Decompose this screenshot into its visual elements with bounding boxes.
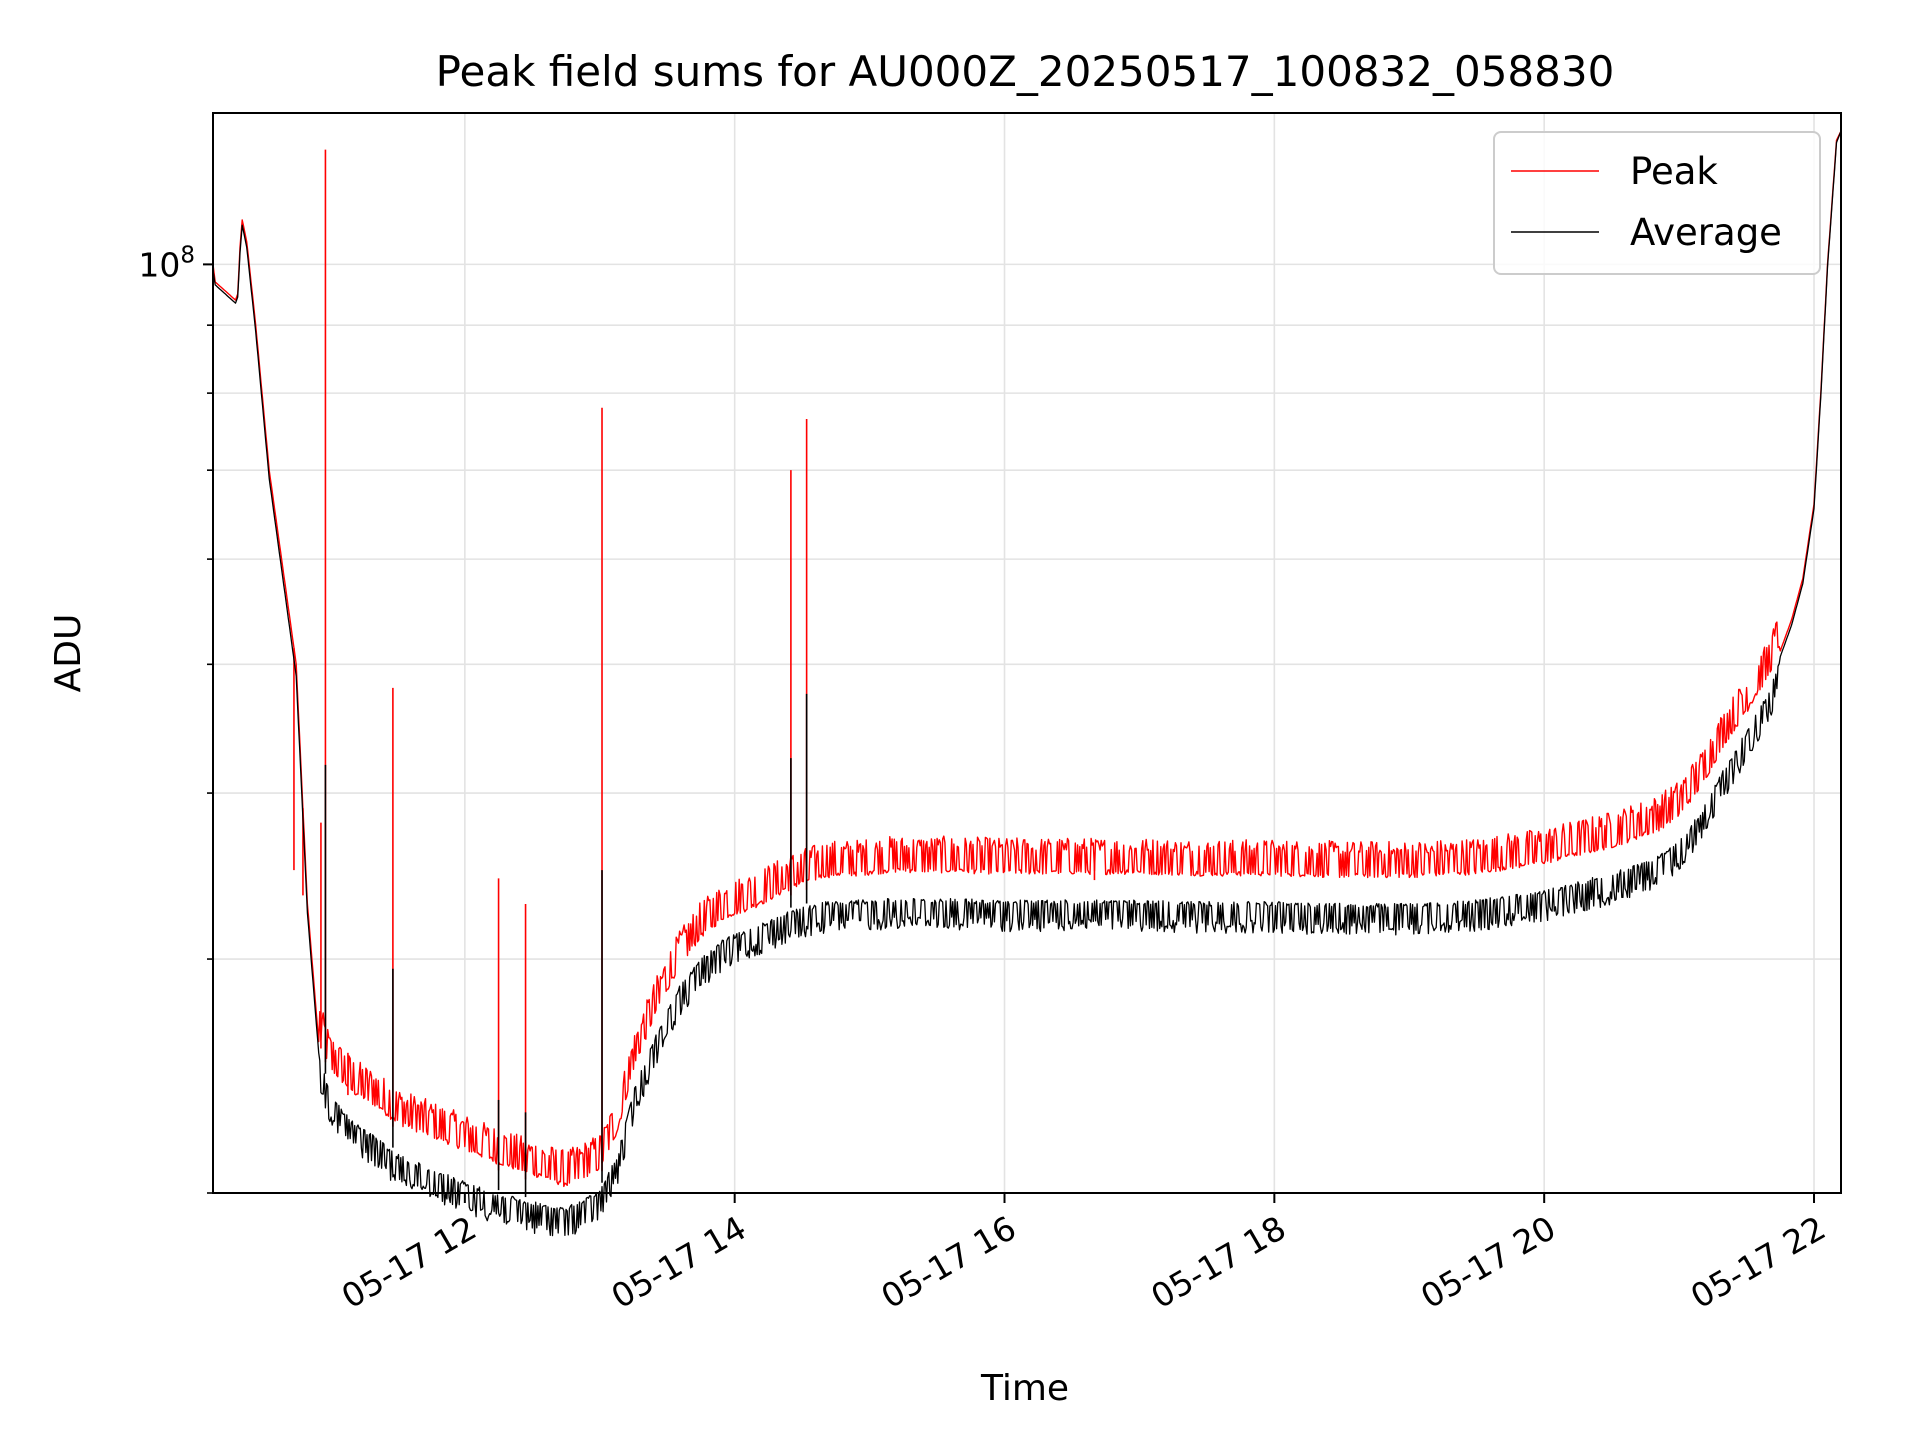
series-line-peak [212, 130, 1842, 1188]
series-layer [212, 130, 1842, 1237]
x-axis-label: Time [980, 1368, 1069, 1409]
series-line-average [212, 130, 1842, 1237]
legend-label-average: Average [1630, 211, 1782, 254]
legend-frame [1493, 131, 1821, 275]
legend-label-peak: Peak [1630, 150, 1718, 193]
chart-title: Peak field sums for AU000Z_20250517_1008… [436, 47, 1615, 96]
plot-area-frame [212, 112, 1842, 1194]
y-tick-label: 108 [138, 242, 195, 284]
y-axis: 108 [138, 242, 213, 1194]
y-axis-label: ADU [48, 614, 89, 693]
legend: Peak Average [1493, 131, 1821, 275]
